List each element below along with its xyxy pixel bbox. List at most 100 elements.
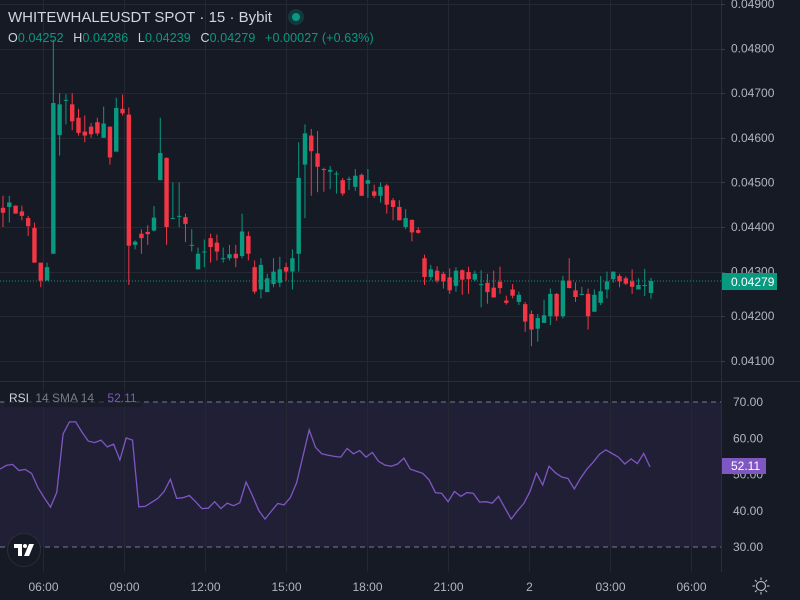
candle-body	[44, 267, 50, 281]
candle-body	[522, 304, 528, 322]
candle-body	[409, 219, 415, 233]
price-axis[interactable]: 0.04900 0.04800 0.04700 0.04600 0.04500 0.044…	[721, 0, 775, 368]
candle-body	[365, 180, 371, 184]
title-separator: ·	[195, 8, 209, 26]
candle-body	[617, 276, 622, 282]
candle-body	[334, 173, 339, 175]
candle-body	[290, 258, 295, 272]
change-value: +0.00027 (+0.63%)	[265, 31, 374, 45]
candle-body	[95, 122, 100, 134]
candle-body	[560, 280, 566, 317]
candle-body	[541, 315, 547, 323]
candle-body	[258, 264, 264, 290]
candle-body	[151, 217, 157, 231]
high-value: 0.04286	[82, 31, 129, 45]
candle-body	[585, 293, 591, 317]
candle-body	[466, 272, 471, 280]
candle-body	[101, 123, 106, 138]
tradingview-logo-icon[interactable]	[7, 533, 41, 567]
candle-body	[346, 178, 352, 180]
candle-body	[220, 258, 226, 260]
candle-body	[497, 281, 503, 289]
time-axis-label: 2	[526, 580, 533, 594]
candle-body	[422, 258, 427, 277]
candle-body	[25, 218, 31, 227]
candle-body	[296, 177, 301, 254]
price-axis-label: 0.04800	[731, 42, 775, 56]
title-separator: ·	[225, 8, 239, 26]
candle-body	[195, 253, 201, 270]
candle-body	[13, 205, 18, 214]
open-label: O	[8, 31, 18, 45]
candle-body	[107, 126, 113, 158]
price-axis-label: 0.04600	[731, 131, 775, 145]
low-value: 0.04239	[144, 31, 191, 45]
candle-body	[183, 217, 188, 224]
candle-body	[359, 174, 364, 196]
candle-body	[227, 254, 232, 259]
candle-body	[120, 108, 125, 114]
market-open-dot-icon[interactable]	[287, 9, 304, 25]
candle-body	[378, 186, 383, 196]
candle-body	[126, 114, 132, 246]
candle-body	[51, 103, 56, 254]
candle-body	[428, 269, 434, 277]
candle-body	[170, 218, 176, 220]
candle-body	[239, 231, 245, 256]
candle-body	[636, 284, 641, 290]
candle-body	[629, 281, 635, 287]
current-price-tag: 0.04279	[722, 273, 777, 290]
price-axis-label: 0.04700	[731, 86, 775, 100]
rsi-legend[interactable]: RSI 14 SMA 14 52.11	[4, 390, 142, 407]
candle-body	[176, 215, 182, 217]
candle-body	[403, 218, 408, 227]
candle-body	[202, 251, 207, 253]
candle-body	[158, 152, 163, 181]
candle-body	[315, 153, 320, 167]
candle-body	[88, 126, 94, 135]
candle-body	[327, 169, 333, 172]
candle-body	[233, 253, 238, 259]
candle-body	[611, 271, 616, 280]
time-axis-label: 18:00	[352, 580, 382, 594]
candle-body	[353, 175, 358, 187]
rsi-axis-label: 40.00	[733, 504, 763, 518]
candle-body	[535, 317, 540, 329]
candle-body	[567, 280, 572, 289]
price-axis-label: 0.04100	[731, 354, 775, 368]
svg-text:0.04279: 0.04279	[731, 275, 775, 289]
rsi-name: RSI	[9, 391, 30, 405]
time-axis-label: 21:00	[433, 580, 463, 594]
candle-body	[598, 291, 603, 303]
candle-body	[321, 169, 327, 171]
time-axis[interactable]: 06:00 09:00 12:00 15:00 18:00 21:00 2 03:00 06:0…	[28, 580, 706, 594]
candle-body	[114, 107, 119, 152]
candle-body	[76, 117, 81, 133]
close-value: 0.04279	[209, 31, 256, 45]
candle-body	[573, 290, 578, 298]
candle-body	[189, 244, 194, 246]
interval-label: 15	[208, 8, 226, 26]
candle-body	[579, 293, 584, 295]
high-label: H	[73, 31, 83, 45]
candle-body	[19, 211, 25, 216]
svg-text:52.11: 52.11	[731, 459, 760, 473]
candle-body	[397, 206, 402, 221]
settings-sun-icon[interactable]	[752, 577, 770, 595]
candle-body	[485, 282, 490, 293]
symbol-title[interactable]: WHITEWHALEUSDT SPOT · 15 · Bybit	[8, 7, 380, 27]
candle-body	[416, 230, 421, 233]
candle-body	[63, 99, 69, 101]
candle-body	[548, 293, 553, 317]
candle-body	[309, 135, 314, 152]
candle-body	[57, 104, 62, 136]
price-axis-label: 0.04900	[731, 0, 775, 11]
candle-body	[592, 294, 597, 312]
candle-body	[510, 289, 515, 296]
candle-body	[38, 262, 43, 281]
price-axis-label: 0.04400	[731, 220, 775, 234]
candle-body	[434, 270, 440, 281]
candle-body	[132, 241, 138, 245]
